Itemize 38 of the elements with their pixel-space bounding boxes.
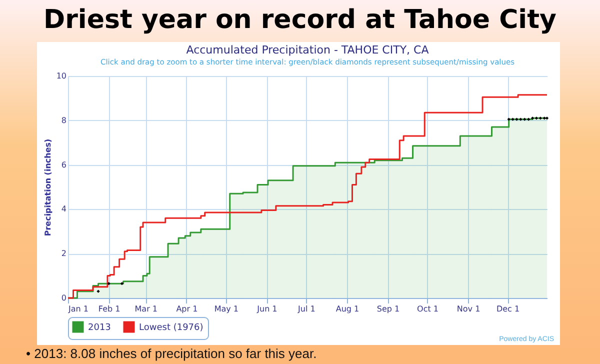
x-tick-label: Feb 1 [98, 304, 120, 314]
point [507, 118, 510, 121]
point [530, 116, 534, 120]
point [526, 118, 530, 121]
x-tick-label: Jun 1 [256, 304, 278, 314]
x-tick-label: Nov 1 [456, 304, 480, 314]
point [534, 116, 538, 120]
point [523, 118, 526, 121]
x-tick-label: Aug 1 [336, 304, 360, 314]
point [107, 282, 110, 286]
point [120, 282, 124, 286]
chart-title: Driest year on record at Tahoe City [42, 4, 558, 37]
x-tick-label: May 1 [214, 304, 238, 314]
point [515, 118, 518, 121]
x-tick-label: Apr 1 [176, 304, 198, 314]
y-tick-label: 2 [61, 249, 66, 258]
x-tick-label: Dec 1 [496, 304, 520, 314]
y-tick-label: 10 [56, 72, 66, 80]
x-tick-label: Jul 1 [297, 304, 316, 314]
text: • 2013: 8.08 inches of precipitation so far this year. [26, 346, 317, 361]
x-tick-label: Sep 1 [376, 304, 400, 314]
y-tick-label: 8 [61, 116, 66, 125]
y-axis-title: Precipitation (inches) [43, 138, 52, 236]
legend-label: Lowest (1976) [139, 323, 204, 333]
y-tick-label: 0 [61, 294, 66, 302]
point [545, 116, 549, 120]
y-tick-label: 6 [61, 160, 66, 170]
y-tick-label: 4 [61, 204, 66, 214]
x-tick-label: Jan 1 [68, 304, 88, 314]
chart-subtitle: Accumulated Precipitation - TAHOE CITY, CA [186, 44, 430, 56]
point [519, 118, 522, 121]
point [538, 116, 542, 120]
point [542, 116, 546, 120]
point [96, 290, 100, 293]
legend-label: 2013 [88, 323, 111, 333]
x-tick-label: Mar 1 [134, 304, 158, 314]
x-tick-label: Oct 1 [417, 304, 438, 314]
point [511, 118, 514, 121]
